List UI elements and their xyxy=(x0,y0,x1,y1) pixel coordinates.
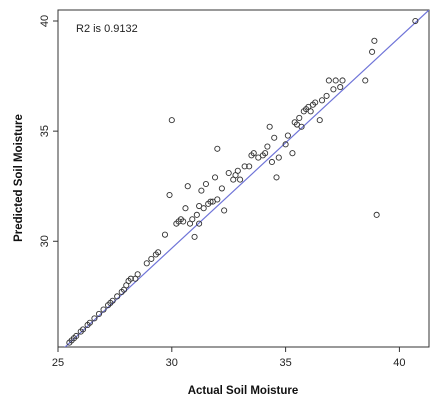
data-point xyxy=(369,48,376,55)
data-point xyxy=(166,191,173,199)
data-point xyxy=(325,77,332,84)
data-point xyxy=(86,319,93,326)
data-point xyxy=(114,293,121,300)
data-point xyxy=(182,205,189,212)
data-point xyxy=(241,163,248,170)
data-point xyxy=(282,141,289,148)
y-axis-title: Predicted Soil Moisture xyxy=(13,114,25,242)
r2-annotation: R2 is 0.9132 xyxy=(76,23,138,35)
data-point xyxy=(330,86,337,93)
data-point xyxy=(214,145,221,152)
data-point xyxy=(155,249,162,256)
data-point xyxy=(134,271,141,278)
data-point xyxy=(312,99,319,106)
data-point xyxy=(337,84,344,91)
y-tick-label: 35 xyxy=(39,125,51,137)
data-point xyxy=(412,17,419,25)
data-point xyxy=(191,233,198,240)
data-point xyxy=(200,205,207,212)
data-point xyxy=(225,169,232,177)
data-point xyxy=(202,180,209,188)
data-point xyxy=(109,297,116,304)
x-tick-label: 30 xyxy=(166,357,178,369)
data-point xyxy=(211,174,219,181)
data-point xyxy=(168,117,175,124)
data-point xyxy=(100,306,107,313)
data-point xyxy=(218,185,225,192)
data-point xyxy=(373,211,380,218)
data-point xyxy=(268,158,276,166)
data-point xyxy=(189,216,196,223)
data-point xyxy=(79,326,87,333)
data-point xyxy=(250,150,257,157)
fit-line-group xyxy=(64,10,429,347)
data-point xyxy=(323,92,330,99)
data-point xyxy=(214,196,221,203)
data-point xyxy=(332,77,339,84)
data-point xyxy=(371,37,378,44)
data-point xyxy=(307,108,314,115)
data-point xyxy=(298,123,305,130)
axis-ticks: 25 30 35 40 30 35 40 xyxy=(39,15,406,369)
x-tick-label: 35 xyxy=(279,357,291,369)
y-tick-label: 40 xyxy=(39,15,51,27)
data-point xyxy=(246,163,253,170)
data-point xyxy=(237,176,244,183)
data-point xyxy=(207,198,214,205)
data-point xyxy=(296,114,303,121)
data-point xyxy=(148,255,155,262)
data-point xyxy=(266,123,273,130)
data-point xyxy=(180,218,187,225)
data-point xyxy=(161,231,169,238)
data-point xyxy=(127,275,134,282)
data-point xyxy=(264,143,271,150)
data-point xyxy=(198,187,205,194)
plot-frame xyxy=(57,9,430,348)
data-point xyxy=(91,315,98,322)
data-point xyxy=(221,207,228,214)
y-tick-label: 30 xyxy=(39,235,51,247)
data-point xyxy=(95,310,103,318)
fit-line xyxy=(64,10,429,347)
points-group xyxy=(66,17,419,346)
data-point xyxy=(316,117,323,124)
data-point xyxy=(193,211,200,218)
data-point xyxy=(339,77,346,84)
data-point xyxy=(289,150,296,157)
data-point xyxy=(196,220,203,227)
data-point xyxy=(73,332,80,340)
data-point xyxy=(234,167,241,174)
data-point xyxy=(273,174,280,181)
data-point xyxy=(284,132,291,139)
x-tick-label: 40 xyxy=(393,357,405,369)
data-point xyxy=(184,183,191,190)
data-point xyxy=(271,134,278,141)
data-point xyxy=(362,77,369,84)
data-point xyxy=(275,154,282,161)
x-axis-title: Actual Soil Moisture xyxy=(188,385,299,397)
data-point xyxy=(262,150,269,157)
data-point xyxy=(143,260,150,267)
data-point xyxy=(318,97,326,104)
x-tick-label: 25 xyxy=(52,357,64,369)
